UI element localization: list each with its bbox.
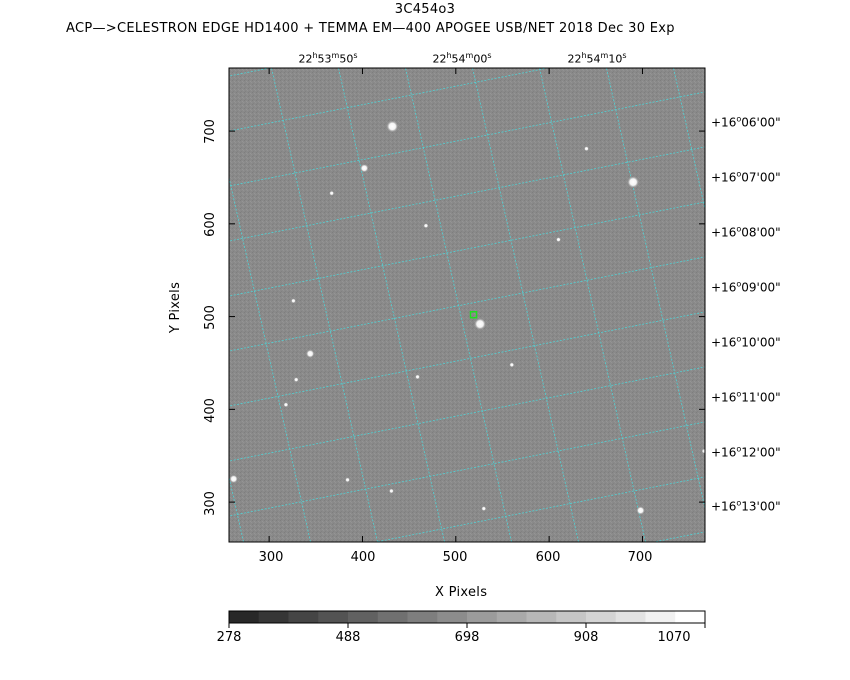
colorbar-swatch bbox=[437, 611, 468, 623]
star-field bbox=[229, 120, 705, 515]
colorbar-swatch bbox=[348, 611, 379, 623]
star bbox=[360, 163, 369, 173]
colorbar-swatch bbox=[229, 611, 260, 623]
image-title: 3C454o3 bbox=[394, 2, 456, 17]
ra-grid-line bbox=[271, 68, 378, 542]
star bbox=[283, 402, 289, 408]
colorbar-swatch bbox=[556, 611, 587, 623]
ra-grid-line bbox=[229, 175, 311, 542]
colorbar-tick-label: 698 bbox=[454, 630, 480, 645]
colorbar bbox=[228, 610, 706, 628]
star bbox=[229, 474, 238, 484]
colorbar-swatch bbox=[526, 611, 557, 623]
star bbox=[701, 448, 705, 454]
star bbox=[423, 223, 429, 229]
colorbar-swatch bbox=[258, 611, 289, 623]
ra-grid-line bbox=[606, 68, 705, 511]
star bbox=[627, 176, 640, 189]
star bbox=[584, 146, 589, 152]
colorbar-tick-label: 488 bbox=[335, 630, 361, 645]
colorbar-swatch bbox=[318, 611, 349, 623]
ra-grid-line bbox=[673, 68, 705, 211]
star bbox=[345, 477, 350, 483]
target-marker bbox=[469, 310, 478, 319]
y-tick-label: 400 bbox=[202, 398, 218, 423]
y-tick-label: 300 bbox=[202, 491, 218, 516]
ra-grid-line bbox=[472, 68, 579, 542]
y-tick-label: 500 bbox=[202, 305, 218, 330]
colorbar-swatch bbox=[675, 611, 706, 623]
ra-grid-line bbox=[66, 48, 181, 562]
star bbox=[293, 377, 299, 383]
observation-info: ACP—>CELESTRON EDGE HD1400 + TEMMA EM—40… bbox=[66, 21, 675, 36]
x-tick-label: 300 bbox=[258, 550, 284, 565]
dec-label: +16o06'00" bbox=[711, 114, 781, 130]
colorbar-tick-label: 1070 bbox=[657, 630, 691, 645]
x-tick-label: 700 bbox=[627, 550, 653, 565]
dec-label: +16o10'00" bbox=[711, 334, 781, 350]
ra-label: 22h54m10s bbox=[567, 51, 627, 66]
colorbar-swatch bbox=[496, 611, 527, 623]
ra-grid-line bbox=[338, 68, 445, 542]
dec-label: +16o13'00" bbox=[711, 498, 781, 514]
colorbar-swatch bbox=[645, 611, 676, 623]
y-tick-label: 600 bbox=[202, 212, 218, 237]
star bbox=[329, 190, 335, 196]
star bbox=[481, 506, 487, 512]
ra-grid-line bbox=[405, 68, 512, 542]
dec-label: +16o08'00" bbox=[711, 224, 781, 240]
x-tick-label: 400 bbox=[350, 550, 376, 565]
image-frame bbox=[228, 67, 706, 543]
ra-label: 22h54m00s bbox=[432, 51, 492, 66]
colorbar-swatch bbox=[586, 611, 617, 623]
star bbox=[636, 506, 645, 515]
dec-label: +16o12'00" bbox=[711, 444, 781, 460]
ra-grid-line bbox=[539, 68, 646, 542]
x-tick-label: 600 bbox=[535, 550, 561, 565]
y-tick-label: 700 bbox=[202, 119, 218, 144]
colorbar-swatch bbox=[407, 611, 438, 623]
ra-label: 22h53m50s bbox=[298, 51, 358, 66]
colorbar-tick-label: 908 bbox=[573, 630, 599, 645]
dec-label: +16o07'00" bbox=[711, 169, 781, 185]
dec-label: +16o11'00" bbox=[711, 389, 781, 405]
colorbar-tick-label: 278 bbox=[216, 630, 242, 645]
star bbox=[415, 374, 420, 380]
star bbox=[386, 120, 399, 133]
star bbox=[556, 237, 561, 243]
y-axis-label: Y Pixels bbox=[168, 281, 184, 334]
axis-ticks bbox=[229, 68, 705, 542]
star bbox=[306, 349, 315, 358]
star bbox=[291, 298, 296, 304]
star bbox=[389, 488, 394, 494]
wcs-grid bbox=[66, 48, 705, 562]
x-axis-label: X Pixels bbox=[435, 585, 488, 600]
sky-image bbox=[229, 68, 705, 542]
dec-label: +16o09'00" bbox=[711, 279, 781, 295]
x-tick-label: 500 bbox=[442, 550, 468, 565]
colorbar-swatch bbox=[377, 611, 408, 623]
star bbox=[509, 362, 515, 368]
star bbox=[474, 318, 487, 331]
colorbar-swatch bbox=[467, 611, 498, 623]
colorbar-swatch bbox=[288, 611, 319, 623]
colorbar-swatch bbox=[615, 611, 646, 623]
